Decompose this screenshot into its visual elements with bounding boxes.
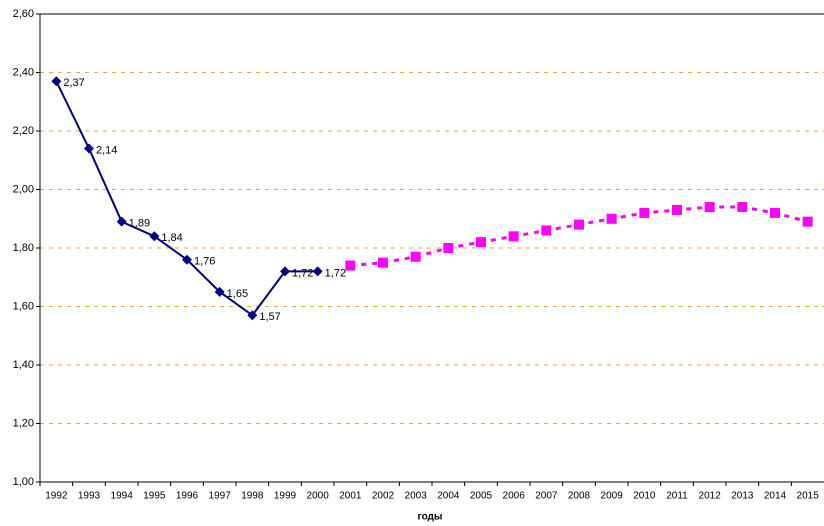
x-tick-label: 1997 bbox=[209, 491, 232, 502]
marker bbox=[214, 286, 225, 297]
x-tick-label: 2008 bbox=[568, 491, 591, 502]
x-tick-label: 1999 bbox=[274, 491, 297, 502]
x-tick-label: 2014 bbox=[764, 491, 787, 502]
x-tick-label: 1994 bbox=[111, 491, 134, 502]
data-label: 1,72 bbox=[292, 267, 313, 279]
x-tick-label: 2010 bbox=[633, 491, 656, 502]
y-tick-label: 1,20 bbox=[13, 417, 34, 429]
marker bbox=[182, 254, 192, 265]
x-tick-label: 2006 bbox=[503, 491, 526, 502]
marker bbox=[770, 207, 780, 218]
x-tick-label: 2001 bbox=[339, 491, 362, 502]
y-tick-label: 1,80 bbox=[13, 242, 34, 254]
data-label: 1,76 bbox=[194, 256, 215, 268]
marker bbox=[443, 243, 454, 253]
x-tick-label: 2004 bbox=[437, 491, 460, 502]
x-tick-label: 1993 bbox=[78, 491, 101, 502]
marker bbox=[737, 202, 748, 213]
data-label: 2,14 bbox=[96, 144, 117, 156]
x-tick-label: 2013 bbox=[731, 491, 754, 502]
marker bbox=[508, 231, 519, 242]
marker bbox=[704, 202, 715, 213]
marker bbox=[476, 237, 486, 248]
x-tick-label: 2009 bbox=[601, 491, 624, 502]
marker bbox=[410, 251, 421, 262]
y-tick-label: 1,00 bbox=[13, 476, 34, 488]
x-axis-label: годы bbox=[418, 512, 443, 523]
marker bbox=[312, 266, 323, 277]
x-tick-label: 1996 bbox=[176, 491, 199, 502]
x-tick-label: 1995 bbox=[143, 491, 166, 502]
y-tick-label: 2,60 bbox=[13, 8, 34, 20]
x-tick-label: 2012 bbox=[699, 491, 722, 502]
marker bbox=[84, 143, 94, 154]
data-label: 1,84 bbox=[161, 232, 182, 244]
marker bbox=[541, 225, 552, 236]
x-tick-label: 2015 bbox=[797, 491, 820, 502]
x-tick-label: 1998 bbox=[241, 491, 264, 502]
data-label: 1,89 bbox=[129, 218, 150, 230]
y-tick-label: 1,60 bbox=[13, 300, 34, 312]
marker bbox=[574, 219, 584, 230]
marker bbox=[149, 231, 160, 242]
x-tick-label: 2002 bbox=[372, 491, 395, 502]
y-tick-label: 2,00 bbox=[13, 183, 34, 195]
marker bbox=[672, 204, 682, 215]
marker bbox=[116, 216, 127, 227]
marker bbox=[802, 216, 813, 227]
data-label: 1,72 bbox=[325, 267, 346, 279]
marker bbox=[378, 257, 388, 268]
marker bbox=[606, 213, 617, 224]
x-tick-label: 2011 bbox=[666, 491, 688, 502]
y-tick-label: 1,40 bbox=[13, 359, 34, 371]
data-label: 1,57 bbox=[259, 311, 280, 323]
x-tick-label: 2000 bbox=[307, 491, 330, 502]
x-tick-label: 1992 bbox=[45, 491, 68, 502]
data-label: 1,65 bbox=[227, 288, 248, 300]
series-line bbox=[55, 80, 318, 317]
x-tick-label: 2005 bbox=[470, 491, 493, 502]
marker bbox=[51, 76, 62, 87]
marker bbox=[280, 266, 290, 277]
y-tick-label: 2,40 bbox=[13, 66, 34, 78]
marker bbox=[247, 310, 258, 321]
marker bbox=[345, 260, 356, 271]
data-label: 2,37 bbox=[63, 77, 84, 89]
x-tick-label: 2003 bbox=[405, 491, 428, 502]
marker bbox=[639, 207, 650, 218]
y-tick-label: 2,20 bbox=[13, 125, 34, 137]
x-tick-label: 2007 bbox=[535, 491, 558, 502]
